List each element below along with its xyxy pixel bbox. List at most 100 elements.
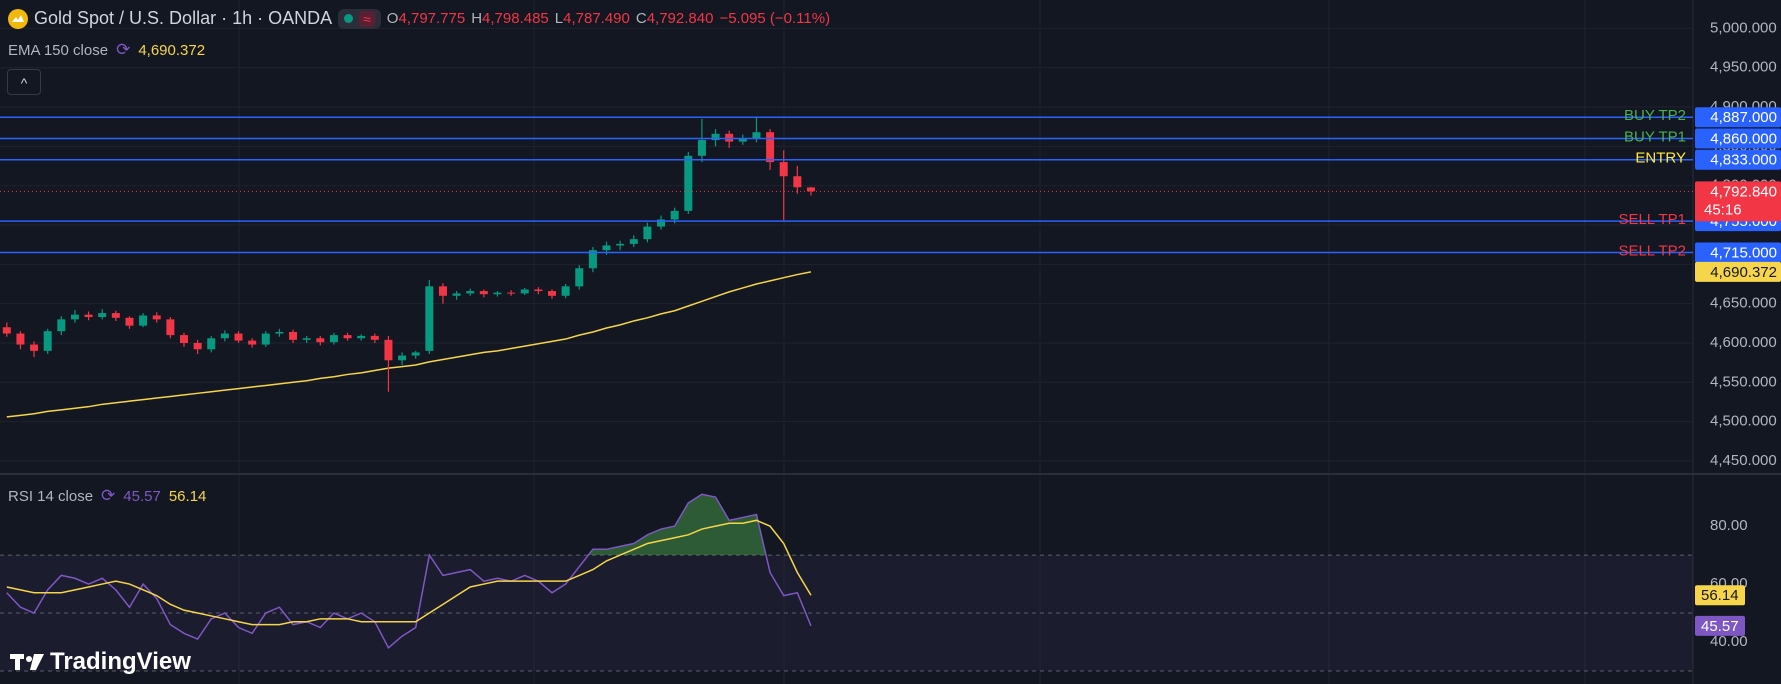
candle-body — [220, 333, 229, 339]
candle-body — [193, 342, 202, 350]
rsi-legend: RSI 14 close ⟳ 45.57 56.14 — [8, 486, 206, 506]
candle-body — [548, 291, 556, 296]
symbol-icon — [8, 8, 28, 29]
candle-body — [166, 319, 175, 336]
candle-body — [316, 338, 325, 343]
ohlc-value: 4,798.485 — [482, 10, 549, 27]
candle-body — [711, 133, 720, 141]
candle-body — [588, 250, 597, 269]
candle-body — [752, 132, 761, 139]
candle-body — [684, 155, 693, 211]
level-name: SELL TP1 — [1618, 211, 1686, 228]
candle-body — [766, 132, 775, 163]
rsi-tag-label: 45.57 — [1701, 618, 1739, 635]
ohlc-item: C4,792.840 — [636, 10, 714, 27]
candle-body — [370, 335, 379, 340]
candle-body — [670, 210, 679, 220]
candle-body — [411, 352, 420, 356]
brand-logo: TradingView — [10, 648, 191, 676]
candle-body — [43, 331, 52, 351]
candle-body — [629, 239, 638, 244]
candle-body — [30, 344, 39, 351]
candle-body — [452, 293, 461, 296]
y-tick-label: 4,450.000 — [1710, 452, 1777, 469]
candle-body — [302, 338, 311, 340]
status-pill: ≈ — [338, 8, 381, 29]
candle-body — [2, 327, 11, 334]
level-name: ENTRY — [1635, 150, 1686, 167]
y-tick-label: 5,000.000 — [1710, 19, 1777, 36]
candle-body — [534, 289, 543, 292]
rsi-ma-value: 56.14 — [168, 487, 207, 505]
ohlc-item: L4,787.490 — [555, 10, 630, 27]
candle-body — [806, 187, 815, 192]
ema-tag — [1695, 261, 1781, 282]
rsi-tag — [1695, 585, 1745, 606]
brand-name: TradingView — [50, 648, 191, 675]
candle-body — [398, 355, 407, 361]
candle-body — [697, 140, 706, 156]
candle-body — [438, 286, 447, 296]
countdown: 45:16 — [1704, 201, 1742, 218]
collapse-button[interactable]: ^ — [7, 69, 41, 95]
candle-body — [84, 314, 93, 318]
rsi-band — [0, 555, 1693, 671]
y-tick-label: 4,500.000 — [1710, 413, 1777, 430]
change: −5.095 (−0.11%) — [719, 10, 831, 27]
level-tag — [1695, 128, 1781, 149]
candle-body — [793, 176, 802, 188]
brand-icon — [10, 654, 44, 670]
candle-body — [16, 333, 25, 345]
rsi-tick-label: 40.00 — [1710, 633, 1748, 650]
level-tag — [1695, 107, 1781, 128]
level-tag-label: 4,860.000 — [1710, 130, 1777, 147]
ohlc-value: 4,792.840 — [646, 10, 714, 27]
rsi-line — [6, 519, 812, 626]
y-tick-label: 4,650.000 — [1710, 295, 1777, 312]
last-price-tag — [1695, 181, 1781, 222]
candle-body — [384, 339, 393, 361]
ema-line — [6, 271, 812, 418]
level-tag-label: 4,887.000 — [1710, 109, 1777, 126]
ohlc-label: C — [635, 10, 647, 27]
candle-body — [57, 319, 66, 332]
ohlc-value: 4,787.490 — [563, 10, 630, 27]
level-tag — [1695, 149, 1781, 170]
candle-body — [98, 313, 107, 318]
candle-body — [643, 226, 652, 240]
level-name: SELL TP2 — [1618, 243, 1686, 260]
candle-body — [779, 162, 788, 177]
candle-body — [152, 315, 161, 320]
rsi-tag — [1695, 615, 1745, 636]
candle-body — [520, 289, 529, 294]
y-tick-label: 4,550.000 — [1710, 373, 1777, 390]
candle-body — [357, 335, 366, 339]
rsi-value: 45.57 — [123, 487, 161, 505]
ema-legend: EMA 150 close ⟳ 4,690.372 — [8, 40, 205, 60]
y-tick-label: 4,950.000 — [1710, 59, 1777, 76]
candle-body — [343, 335, 352, 339]
y-tick-label: 4,600.000 — [1710, 334, 1777, 351]
level-tag-label: 4,715.000 — [1710, 245, 1777, 262]
ohlc-label: H — [471, 10, 483, 27]
rsi-tag-label: 56.14 — [1701, 587, 1739, 604]
level-tag-label: 4,833.000 — [1710, 152, 1777, 169]
candle-body — [466, 291, 475, 294]
ohlc-legend: O4,797.775 H4,798.485 L4,787.490 C4,792.840 — [387, 10, 714, 27]
candle-body — [248, 340, 257, 345]
candle-body — [575, 268, 584, 287]
candle-body — [70, 314, 79, 320]
candle-body — [725, 133, 734, 142]
ohlc-item: O4,797.775 — [387, 10, 465, 27]
rsi-tick-label: 80.00 — [1710, 517, 1748, 534]
symbol-header: Gold Spot / U.S. Dollar · 1h · OANDA ≈ O… — [8, 8, 830, 29]
level-name: BUY TP1 — [1624, 128, 1686, 145]
candle-body — [125, 317, 134, 326]
ohlc-value: 4,797.775 — [398, 10, 466, 27]
ema-icon: ⟳ — [116, 40, 131, 59]
candle-body — [493, 292, 502, 295]
overbought-fill — [588, 494, 766, 556]
candle-body — [111, 313, 120, 318]
candle-body — [207, 338, 216, 350]
